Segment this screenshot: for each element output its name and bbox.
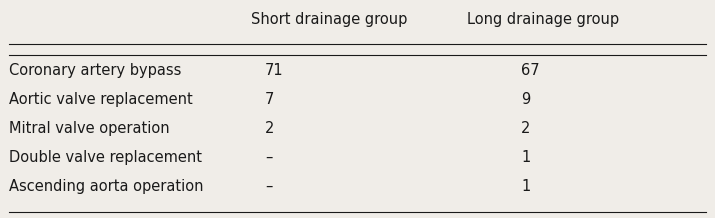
Text: Coronary artery bypass: Coronary artery bypass: [9, 63, 181, 78]
Text: Long drainage group: Long drainage group: [467, 12, 618, 27]
Text: Ascending aorta operation: Ascending aorta operation: [9, 179, 203, 194]
Text: 9: 9: [521, 92, 531, 107]
Text: 67: 67: [521, 63, 540, 78]
Text: Short drainage group: Short drainage group: [251, 12, 408, 27]
Text: 1: 1: [521, 150, 531, 165]
Text: Mitral valve operation: Mitral valve operation: [9, 121, 169, 136]
Text: Double valve replacement: Double valve replacement: [9, 150, 202, 165]
Text: –: –: [265, 179, 272, 194]
Text: 1: 1: [521, 179, 531, 194]
Text: Aortic valve replacement: Aortic valve replacement: [9, 92, 192, 107]
Text: –: –: [265, 150, 272, 165]
Text: 7: 7: [265, 92, 275, 107]
Text: 2: 2: [521, 121, 531, 136]
Text: 71: 71: [265, 63, 284, 78]
Text: 2: 2: [265, 121, 275, 136]
